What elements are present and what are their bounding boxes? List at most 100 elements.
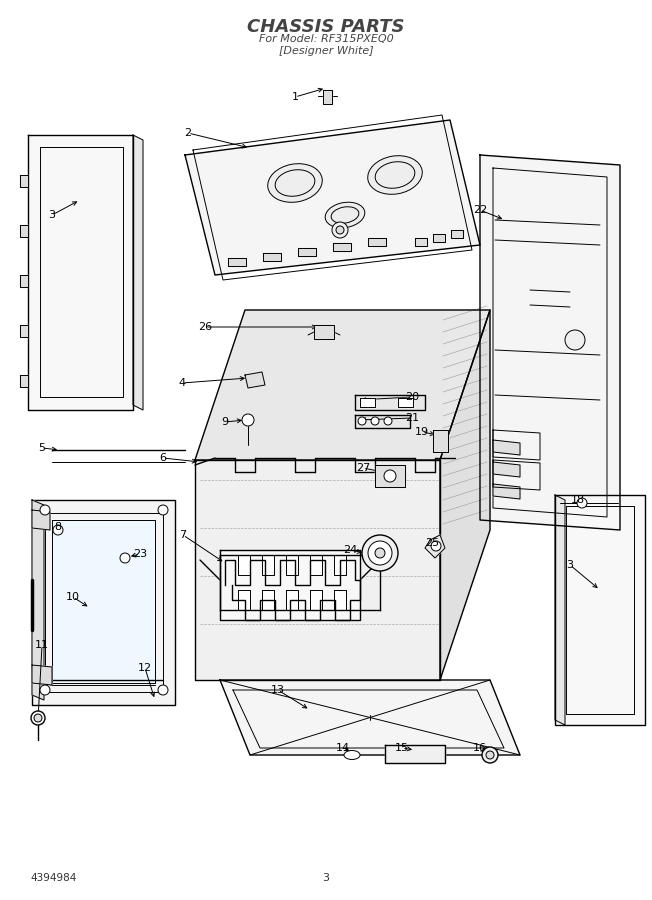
Circle shape (120, 553, 130, 563)
Polygon shape (334, 555, 346, 575)
Text: 5: 5 (38, 443, 46, 453)
Polygon shape (238, 555, 250, 575)
Circle shape (371, 417, 379, 425)
Circle shape (242, 414, 254, 426)
Circle shape (384, 417, 392, 425)
Circle shape (40, 685, 50, 695)
Circle shape (362, 535, 398, 571)
Circle shape (332, 222, 348, 238)
Text: 7: 7 (179, 530, 186, 540)
Text: 26: 26 (198, 322, 212, 332)
Polygon shape (32, 500, 44, 700)
Polygon shape (228, 258, 246, 266)
Polygon shape (32, 500, 175, 705)
Circle shape (158, 505, 168, 515)
Text: For Model: RF315PXEQ0: For Model: RF315PXEQ0 (259, 34, 393, 44)
Polygon shape (20, 275, 28, 287)
Polygon shape (20, 225, 28, 237)
Circle shape (486, 751, 494, 759)
Polygon shape (262, 590, 274, 610)
Text: 2: 2 (185, 128, 192, 138)
Text: 20: 20 (405, 392, 419, 402)
Text: 16: 16 (473, 743, 487, 753)
Circle shape (431, 541, 441, 551)
Circle shape (53, 525, 63, 535)
Polygon shape (20, 325, 28, 337)
Polygon shape (310, 555, 322, 575)
Polygon shape (20, 175, 28, 187)
Polygon shape (433, 234, 445, 242)
Ellipse shape (344, 751, 360, 760)
Circle shape (375, 548, 385, 558)
Text: 10: 10 (66, 592, 80, 602)
Text: 18: 18 (571, 495, 585, 505)
Text: 6: 6 (160, 453, 166, 463)
Polygon shape (286, 590, 298, 610)
Polygon shape (451, 230, 463, 238)
Ellipse shape (368, 156, 422, 194)
Polygon shape (355, 415, 410, 428)
Text: 22: 22 (473, 205, 487, 215)
Polygon shape (310, 590, 322, 610)
Text: 8: 8 (54, 522, 61, 532)
Polygon shape (220, 680, 520, 755)
Ellipse shape (325, 202, 365, 228)
Polygon shape (368, 238, 386, 246)
Polygon shape (263, 253, 281, 261)
Polygon shape (32, 510, 50, 530)
Polygon shape (415, 238, 427, 246)
Text: 11: 11 (35, 640, 49, 650)
Polygon shape (398, 398, 413, 407)
Text: 3: 3 (48, 210, 55, 220)
Polygon shape (220, 550, 360, 620)
Polygon shape (375, 465, 405, 487)
Circle shape (31, 711, 45, 725)
Text: 1: 1 (291, 92, 299, 102)
Circle shape (34, 714, 42, 722)
Text: 13: 13 (271, 685, 285, 695)
Polygon shape (480, 155, 620, 530)
Polygon shape (493, 440, 520, 455)
Circle shape (384, 470, 396, 482)
Circle shape (358, 417, 366, 425)
Polygon shape (334, 590, 346, 610)
Text: 19: 19 (415, 427, 429, 437)
Polygon shape (355, 395, 425, 410)
Polygon shape (20, 375, 28, 387)
Polygon shape (333, 243, 351, 251)
Polygon shape (262, 555, 274, 575)
Polygon shape (555, 495, 565, 725)
Circle shape (368, 541, 392, 565)
Polygon shape (133, 135, 143, 410)
Text: 25: 25 (425, 538, 439, 548)
Polygon shape (385, 745, 445, 763)
Circle shape (158, 685, 168, 695)
Polygon shape (323, 90, 332, 104)
Polygon shape (195, 460, 440, 680)
Polygon shape (28, 135, 133, 410)
Circle shape (565, 330, 585, 350)
Polygon shape (493, 484, 520, 499)
Text: 3: 3 (567, 560, 574, 570)
Polygon shape (493, 462, 520, 477)
Text: 3: 3 (323, 873, 329, 883)
Circle shape (577, 498, 587, 508)
Polygon shape (238, 590, 250, 610)
Polygon shape (314, 325, 334, 339)
Polygon shape (360, 398, 375, 407)
Text: [Designer White]: [Designer White] (278, 46, 374, 56)
Text: 15: 15 (395, 743, 409, 753)
Circle shape (336, 226, 344, 234)
Circle shape (482, 747, 498, 763)
Text: 12: 12 (138, 663, 152, 673)
Polygon shape (440, 310, 490, 680)
Text: 27: 27 (356, 463, 370, 473)
Polygon shape (195, 310, 490, 460)
Polygon shape (425, 535, 445, 558)
Polygon shape (555, 495, 645, 725)
Polygon shape (245, 372, 265, 388)
Ellipse shape (268, 164, 322, 202)
Text: 23: 23 (133, 549, 147, 559)
Polygon shape (32, 665, 52, 685)
Text: 9: 9 (222, 417, 229, 427)
